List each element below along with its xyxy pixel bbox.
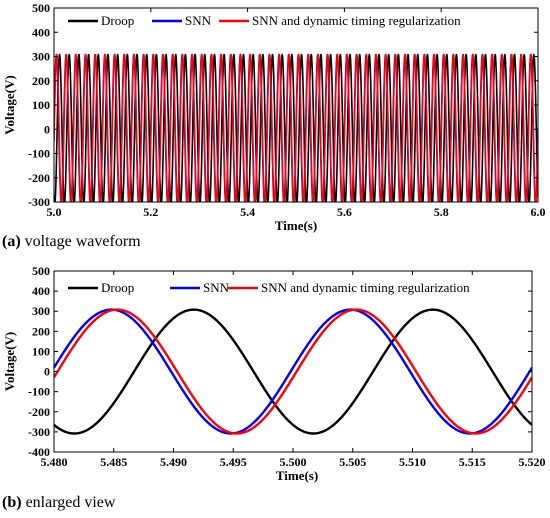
caption-b-text: enlarged view <box>21 494 116 511</box>
y-tick-label: 100 <box>32 344 50 358</box>
x-tick-label: 5.500 <box>280 455 307 469</box>
x-axis-label: Time(s) <box>276 468 318 483</box>
x-tick-label: 5.0 <box>47 205 62 219</box>
y-tick-label: -100 <box>28 147 50 161</box>
x-tick-label: 5.2 <box>143 205 158 219</box>
x-tick-label: 5.515 <box>459 455 486 469</box>
y-tick-label: 0 <box>44 122 50 136</box>
legend-label-droop: Droop <box>101 13 134 28</box>
legend-label-snn: SNN <box>185 13 212 28</box>
series-line-snn <box>54 308 532 435</box>
x-tick-label: 5.520 <box>519 455 546 469</box>
caption-a-label: (a) <box>2 233 21 250</box>
plot-area <box>54 53 538 202</box>
series-line-snn-dtr <box>54 308 532 435</box>
y-tick-label: -200 <box>28 171 50 185</box>
x-tick-label: 5.6 <box>337 205 352 219</box>
legend-label-snn-dtr: SNN and dynamic timing regularization <box>261 280 470 295</box>
y-tick-label: -400 <box>28 445 50 459</box>
x-tick-label: 5.480 <box>41 455 68 469</box>
x-tick-label: 5.490 <box>160 455 187 469</box>
y-tick-label: 300 <box>32 50 50 64</box>
x-tick-label: 5.505 <box>339 455 366 469</box>
chart-a: -300 -200 -100 0 100 200 300 400 500 5.0 5.2 5.4 5.6… <box>2 1 546 233</box>
x-tick-label: 5.510 <box>399 455 426 469</box>
legend: Droop SNN SNN and dynamic timing regulariz… <box>68 280 470 295</box>
legend-label-snn-dtr: SNN and dynamic timing regularization <box>252 13 461 28</box>
series-line-droop <box>54 308 532 435</box>
y-tick-label: 200 <box>32 74 50 88</box>
x-tick-label: 6.0 <box>531 205 546 219</box>
y-tick-label: 400 <box>32 25 50 39</box>
caption-b: (b) enlarged view <box>2 494 115 512</box>
plot-area <box>54 308 532 435</box>
x-axis-label: Time(s) <box>275 218 317 233</box>
y-tick-label: -300 <box>28 425 50 439</box>
legend-label-snn: SNN <box>203 280 230 295</box>
y-tick-label: 300 <box>32 304 50 318</box>
x-tick-label: 5.4 <box>240 205 255 219</box>
y-tick-label: 500 <box>32 264 50 278</box>
caption-b-label: (b) <box>2 494 22 511</box>
x-tick-label: 5.495 <box>220 455 247 469</box>
series-line-snn-dtr <box>54 53 538 202</box>
y-axis-label: Voltage(V) <box>2 75 17 134</box>
y-axis-label: Voltage(V) <box>2 332 17 391</box>
y-tick-label: 500 <box>32 1 50 15</box>
y-tick-label: -100 <box>28 385 50 399</box>
x-tick-label: 5.485 <box>100 455 127 469</box>
y-tick-label: -300 <box>28 195 50 209</box>
y-tick-label: 100 <box>32 98 50 112</box>
caption-a: (a) voltage waveform <box>2 233 141 251</box>
legend: Droop SNN SNN and dynamic timing regulariz… <box>68 13 461 28</box>
chart-b: -400 -300 -200 -100 0 100 200 300 400 500 5.480 5.4… <box>2 264 546 483</box>
legend-label-droop: Droop <box>101 280 134 295</box>
y-tick-label: 400 <box>32 284 50 298</box>
y-tick-label: 200 <box>32 324 50 338</box>
caption-a-text: voltage waveform <box>20 233 141 250</box>
x-tick-label: 5.8 <box>434 205 449 219</box>
y-tick-label: 0 <box>44 365 50 379</box>
series-line-droop <box>54 53 538 202</box>
y-tick-label: -200 <box>28 405 50 419</box>
